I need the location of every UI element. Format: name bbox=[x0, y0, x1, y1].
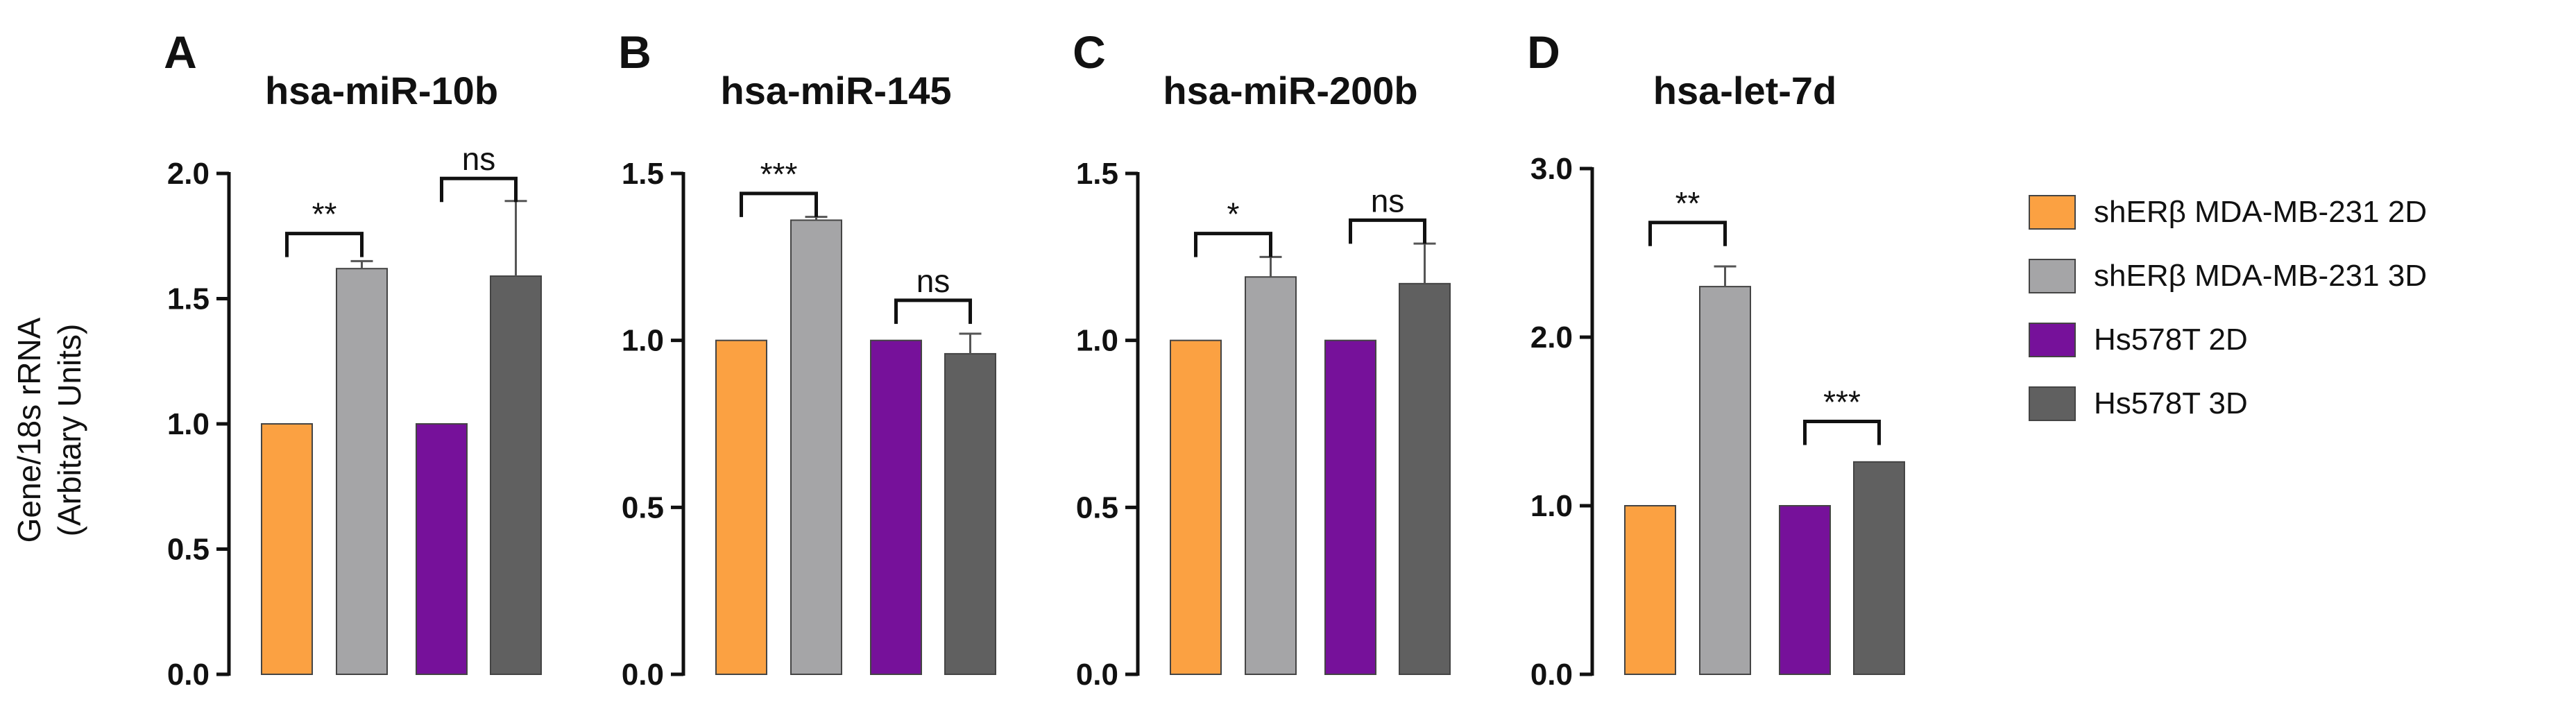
y-tick-label: 1.5 bbox=[167, 282, 210, 316]
bar bbox=[490, 275, 542, 675]
y-tick-label: 0.0 bbox=[1530, 658, 1573, 692]
panel-title: hsa-miR-10b bbox=[265, 69, 498, 112]
bar bbox=[1699, 286, 1751, 676]
significance-label: ns bbox=[1371, 182, 1405, 219]
y-tick-label: 1.0 bbox=[1530, 489, 1573, 523]
y-axis-title: Gene/18s rRNA (Arbitary Units) bbox=[11, 317, 87, 543]
y-tick-label: 0.5 bbox=[167, 533, 210, 567]
panel-letter: C bbox=[1073, 26, 1106, 78]
bar bbox=[1624, 505, 1676, 675]
legend-label: Hs578T 2D bbox=[2094, 323, 2248, 357]
bar bbox=[944, 352, 996, 675]
panel-letter: A bbox=[164, 26, 197, 78]
y-tick-label: 0.5 bbox=[622, 490, 664, 524]
legend-swatch bbox=[2029, 195, 2076, 230]
significance-bracket bbox=[440, 176, 518, 203]
legend-swatch bbox=[2029, 259, 2076, 293]
bar bbox=[416, 423, 468, 675]
significance-bracket bbox=[1803, 420, 1881, 445]
y-tick-label: 3.0 bbox=[1530, 152, 1573, 186]
legend-swatch bbox=[2029, 386, 2076, 421]
significance-label: ** bbox=[312, 196, 337, 232]
chart-panels: Ahsa-miR-10b0.00.51.01.52.0**nsBhsa-miR-… bbox=[164, 26, 1905, 692]
y-tick-label: 0.5 bbox=[1076, 490, 1118, 524]
panel-letter: D bbox=[1527, 26, 1560, 78]
legend-label: Hs578T 3D bbox=[2094, 386, 2248, 420]
y-tick-label: 0.0 bbox=[167, 658, 210, 692]
y-axis-title-line2: (Arbitary Units) bbox=[51, 324, 87, 537]
y-tick-label: 1.5 bbox=[622, 157, 664, 191]
bar bbox=[336, 268, 388, 675]
legend-label: shERβ MDA-MB-231 3D bbox=[2094, 259, 2427, 293]
significance-label: *** bbox=[760, 156, 798, 192]
significance-label: ns bbox=[916, 263, 950, 299]
y-tick-label: 0.0 bbox=[622, 658, 664, 692]
y-tick-label: 1.5 bbox=[1076, 157, 1118, 191]
panel-title: hsa-let-7d bbox=[1653, 69, 1837, 112]
significance-bracket bbox=[1194, 232, 1272, 257]
panel-title: hsa-miR-200b bbox=[1163, 69, 1417, 112]
y-tick-label: 0.0 bbox=[1076, 658, 1118, 692]
bar bbox=[1853, 461, 1905, 675]
significance-label: *** bbox=[1823, 384, 1861, 420]
bar bbox=[790, 219, 842, 675]
panel-letter: B bbox=[618, 26, 651, 78]
panel-title: hsa-miR-145 bbox=[720, 69, 951, 112]
legend: shERβ MDA-MB-231 2D shERβ MDA-MB-231 3D Hs… bbox=[2029, 195, 2427, 421]
y-tick-label: 2.0 bbox=[1530, 321, 1573, 354]
significance-bracket bbox=[1648, 221, 1727, 246]
significance-bracket bbox=[740, 191, 818, 217]
y-axis-title-line1: Gene/18s rRNA bbox=[11, 317, 47, 543]
y-tick-label: 1.0 bbox=[1076, 324, 1118, 358]
significance-bracket bbox=[285, 232, 364, 257]
bar bbox=[870, 339, 922, 675]
bar bbox=[261, 423, 313, 675]
significance-bracket bbox=[894, 298, 972, 324]
y-tick-label: 2.0 bbox=[167, 157, 210, 191]
significance-label: * bbox=[1227, 196, 1240, 232]
significance-label: ** bbox=[1675, 185, 1700, 221]
y-tick-label: 1.0 bbox=[167, 407, 210, 441]
legend-swatch bbox=[2029, 323, 2076, 357]
bar bbox=[1245, 276, 1297, 676]
bar bbox=[1324, 339, 1376, 675]
legend-label: shERβ MDA-MB-231 2D bbox=[2094, 195, 2427, 229]
y-tick-label: 1.0 bbox=[622, 324, 664, 358]
bar bbox=[1399, 282, 1451, 675]
bar bbox=[1170, 339, 1222, 675]
bar bbox=[715, 339, 767, 675]
bar bbox=[1779, 505, 1831, 675]
significance-label: ns bbox=[462, 141, 496, 177]
significance-bracket bbox=[1349, 218, 1426, 244]
